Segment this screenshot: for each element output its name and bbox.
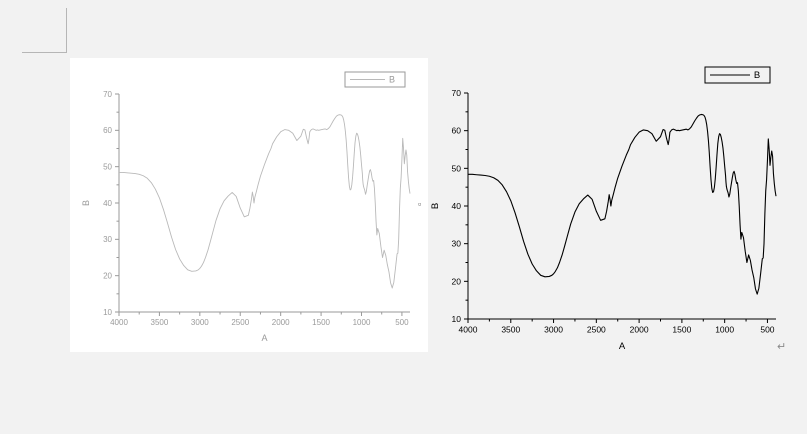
spectrum-line-B bbox=[468, 113, 777, 295]
chart-right-svg: 10 20 30 40 50 60 70 4000 3500 3000 2500 2000 1500 10… bbox=[430, 66, 777, 352]
x-tick-label: 1500 bbox=[672, 325, 691, 335]
x-tick-label: 2000 bbox=[272, 318, 290, 327]
y-tick-label: 20 bbox=[103, 271, 112, 280]
y-tick-label: 70 bbox=[452, 88, 462, 98]
line-break-mark: ↵ bbox=[777, 341, 787, 353]
legend-label: B bbox=[754, 70, 760, 81]
y-tick-label: 50 bbox=[452, 163, 462, 173]
x-tick-label: 1500 bbox=[312, 318, 330, 327]
y-tick-label: 10 bbox=[103, 308, 112, 317]
x-tick-label: 1000 bbox=[715, 325, 734, 335]
y-tick-label: 20 bbox=[452, 276, 462, 286]
embedded-image-panel bbox=[70, 58, 428, 352]
x-axis-title: A bbox=[261, 333, 267, 343]
y-tick-label: 60 bbox=[103, 126, 112, 135]
y-tick-label: 40 bbox=[103, 199, 112, 208]
x-axis-title: A bbox=[619, 341, 626, 352]
ftir-spectrum-chart-left[interactable]: 10 20 30 40 50 60 70 4000 3500 3000 2500 2000 1500 10… bbox=[70, 58, 428, 352]
legend-box bbox=[704, 66, 771, 84]
legend-box bbox=[344, 71, 406, 88]
x-tick-label: 2000 bbox=[630, 325, 649, 335]
spectrum-line-B bbox=[119, 114, 411, 289]
legend-label: B bbox=[389, 75, 395, 85]
x-tick-label: 2500 bbox=[587, 325, 606, 335]
ftir-spectrum-chart-right[interactable]: 10 20 30 40 50 60 70 4000 3500 3000 2500 2000 1500 10… bbox=[428, 55, 807, 365]
x-tick-label: 3000 bbox=[544, 325, 563, 335]
y-axis-title: B bbox=[81, 200, 91, 206]
x-tick-label: 1000 bbox=[353, 318, 371, 327]
stray-box-glyph: ▫ bbox=[418, 199, 422, 209]
y-tick-label: 40 bbox=[452, 201, 462, 211]
x-tick-label: 500 bbox=[760, 325, 774, 335]
x-tick-label: 4000 bbox=[459, 325, 478, 335]
x-tick-label: 3500 bbox=[501, 325, 520, 335]
x-tick-label: 4000 bbox=[110, 318, 128, 327]
y-tick-label: 10 bbox=[452, 314, 462, 324]
x-tick-label: 2500 bbox=[231, 318, 249, 327]
y-tick-label: 30 bbox=[452, 239, 462, 249]
y-tick-label: 30 bbox=[103, 235, 112, 244]
x-tick-label: 500 bbox=[395, 318, 409, 327]
x-tick-label: 3500 bbox=[151, 318, 169, 327]
x-tick-label: 3000 bbox=[191, 318, 209, 327]
y-axis-title: B bbox=[430, 203, 441, 209]
chart-left-svg: 10 20 30 40 50 60 70 4000 3500 3000 2500 2000 1500 10… bbox=[81, 71, 411, 343]
y-tick-label: 70 bbox=[103, 90, 112, 99]
page-margin-corner-mark bbox=[22, 8, 67, 53]
y-tick-label: 60 bbox=[452, 126, 462, 136]
y-tick-label: 50 bbox=[103, 162, 112, 171]
